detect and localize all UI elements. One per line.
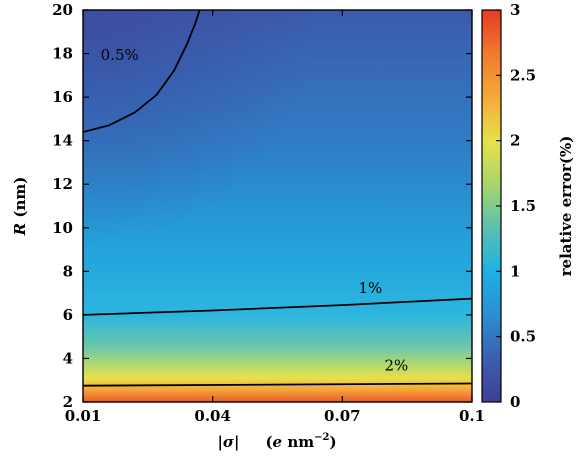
colorbar-tick-label: 3 [510, 1, 520, 19]
x-tick-label: 0.1 [459, 407, 485, 425]
x-tick-label: 0.01 [65, 407, 102, 425]
y-axis-label-unit: (nm) [11, 177, 29, 223]
y-tick-label: 8 [63, 262, 73, 280]
heatmap-corner-shade [83, 10, 472, 402]
y-tick-label: 18 [52, 45, 73, 63]
colorbar-tick-label: 1.5 [510, 197, 536, 215]
colorbar-tick-label: 2.5 [510, 66, 536, 84]
contour-label: 0.5% [101, 46, 139, 64]
colorbar-tick-label: 1 [510, 262, 520, 280]
x-axis-label-nm: nm [282, 433, 314, 451]
colorbar-ticks: 0 0.5 1 1.5 2 2.5 3 [496, 1, 536, 411]
y-tick-label: 14 [52, 132, 73, 150]
y-tick-label: 10 [52, 219, 73, 237]
colorbar: 0 0.5 1 1.5 2 2.5 3 relative error(%) [481, 1, 575, 411]
plot-area: 0.5%1%2% 0.01 0.04 0.07 0.1 246810121416182… [52, 1, 485, 425]
contour-line [83, 382, 472, 387]
contour-label: 1% [359, 279, 383, 297]
x-axis-label-close: ) [329, 433, 336, 451]
x-axis-label-open: ( [265, 433, 272, 451]
contour-line [83, 10, 201, 133]
colorbar-tick-label: 2 [510, 132, 520, 150]
y-tick-label: 16 [52, 88, 73, 106]
x-ticks: 0.01 0.04 0.07 0.1 [65, 10, 485, 425]
y-tick-label: 2 [63, 393, 73, 411]
colorbar-tick-label: 0.5 [510, 328, 536, 346]
x-axis-label-main: |σ| [217, 433, 239, 451]
colorbar-tick-label: 0 [510, 393, 520, 411]
contour-label: 2% [384, 356, 408, 374]
plot-frame [82, 9, 473, 403]
y-axis-label-var: R [11, 223, 29, 236]
x-axis-label: |σ| (e nm−2) [217, 432, 336, 451]
colorbar-label: relative error(%) [557, 136, 575, 277]
contour-lines [83, 10, 472, 387]
y-tick-label: 6 [63, 306, 73, 324]
y-tick-label: 20 [52, 1, 73, 19]
y-ticks: 2 4 6 8 10 12 14 16 18 20 [52, 1, 472, 411]
x-tick-label: 0.04 [194, 407, 231, 425]
x-axis-label-exp: −2 [314, 432, 329, 443]
x-tick-label: 0.07 [324, 407, 361, 425]
contour-labels: 0.5% 1% 2% [101, 46, 409, 374]
y-axis-label: R (nm) [11, 177, 29, 237]
x-axis-label-e: e [273, 433, 283, 451]
y-tick-label: 4 [63, 349, 73, 367]
y-tick-label: 12 [52, 175, 73, 193]
contour-line [83, 297, 472, 316]
